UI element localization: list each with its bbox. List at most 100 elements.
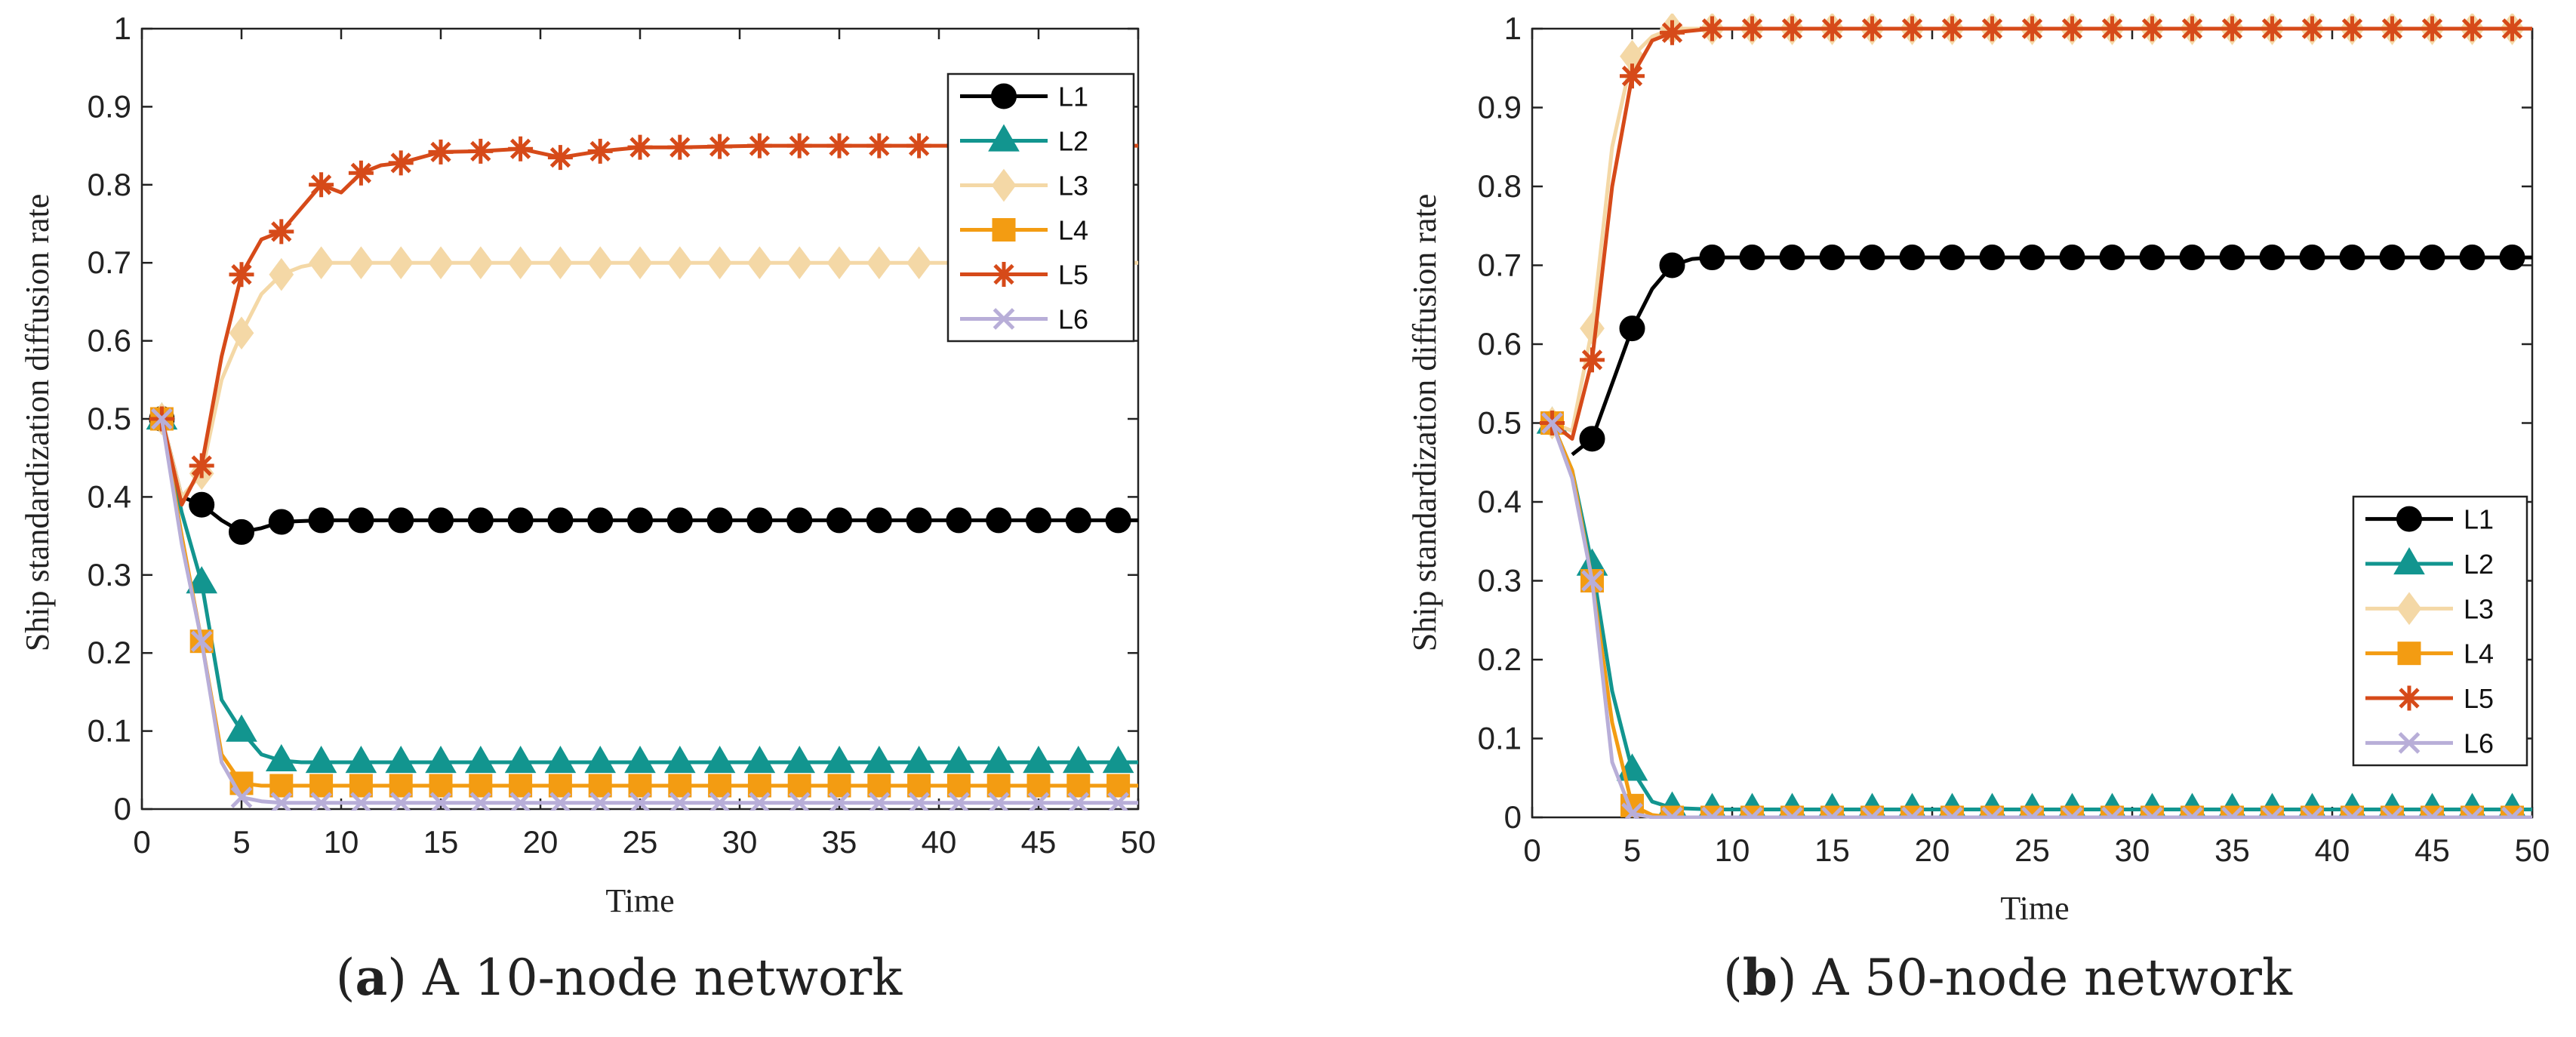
marker-L2-a-t39 <box>903 745 935 774</box>
marker-L6-b-t47 <box>2461 806 2483 819</box>
marker-L6-b-t31 <box>2141 806 2163 819</box>
marker-L6-b-t29 <box>2101 806 2123 819</box>
legend-marker-L5-b <box>2396 685 2422 711</box>
marker-L6-a-t5 <box>230 786 253 808</box>
marker-L5-b-t31 <box>2140 16 2165 42</box>
marker-L5-b-t7 <box>1660 20 1685 45</box>
marker-L1-a-t31 <box>746 507 773 534</box>
marker-L2-a-t47 <box>1062 745 1094 774</box>
x-tick-label-b-4: 20 <box>1915 832 1950 868</box>
marker-L6-a-t19 <box>509 792 531 811</box>
y-tick-label-a-4: 0.4 <box>88 478 131 514</box>
marker-L1-b-t49 <box>2499 245 2525 271</box>
marker-L6-b-t1 <box>1541 412 1563 434</box>
y-axis-title-a: Ship standardization diffusion rate <box>19 194 56 652</box>
y-tick-label-a-10: 1 <box>114 11 131 46</box>
marker-L2-a-t7 <box>265 743 297 772</box>
marker-L5-a-t5 <box>229 262 254 288</box>
marker-L1-a-t47 <box>1065 507 1091 534</box>
y-tick-label-a-9: 0.9 <box>88 88 131 124</box>
marker-L5-a-t21 <box>547 145 573 171</box>
marker-L5-b-t47 <box>2460 16 2485 42</box>
series-line-L2-a <box>159 418 1138 765</box>
marker-L6-a-t9 <box>310 792 332 811</box>
series-L1-a <box>149 406 1138 545</box>
marker-L1-a-t15 <box>428 507 454 534</box>
legend-label-L5-b: L5 <box>2464 683 2494 714</box>
x-axis-title-b: Time <box>2000 890 2069 927</box>
y-tick-label-b-6: 0.6 <box>1478 326 1522 362</box>
marker-L5-b-t17 <box>1860 16 1885 42</box>
legend-label-L4-a: L4 <box>1058 215 1088 246</box>
series-line-L6-b <box>1550 422 2532 819</box>
series-L5-a <box>149 133 1138 507</box>
marker-L2-a-t19 <box>504 745 537 774</box>
marker-L5-b-t33 <box>2180 16 2205 42</box>
marker-L6-b-t15 <box>1821 806 1843 819</box>
marker-L1-a-t19 <box>507 507 534 534</box>
x-tick-label-b-0: 0 <box>1523 832 1540 868</box>
marker-L6-a-t15 <box>429 792 452 811</box>
marker-L6-b-t21 <box>1941 806 1963 819</box>
marker-L1-b-t29 <box>2099 245 2125 271</box>
marker-L5-a-t37 <box>866 133 892 158</box>
marker-L2-a-t21 <box>544 745 577 774</box>
x-tick-label-b-10: 50 <box>2515 832 2550 868</box>
marker-L5-a-t13 <box>388 150 414 176</box>
marker-L2-a-t41 <box>943 745 975 774</box>
marker-L5-a-t35 <box>826 133 852 158</box>
x-tick-label-a-3: 15 <box>423 824 459 860</box>
y-tick-label-b-8: 0.8 <box>1478 168 1522 204</box>
marker-L5-a-t25 <box>627 134 653 160</box>
legend-label-L3-a: L3 <box>1058 171 1088 202</box>
marker-L1-a-t27 <box>666 507 693 534</box>
marker-L5-a-t11 <box>348 160 374 186</box>
marker-L1-a-t45 <box>1026 507 1051 534</box>
marker-L6-b-t37 <box>2261 806 2283 819</box>
legend-a: L1 L2 L3 L4 L5 L6 <box>946 72 1135 343</box>
marker-L5-a-t9 <box>309 172 334 198</box>
marker-L1-b-t43 <box>2379 245 2405 271</box>
marker-L5-a-t27 <box>667 134 693 160</box>
y-tick-label-b-1: 0.1 <box>1478 721 1522 756</box>
x-axis-title-a: Time <box>605 882 674 919</box>
legend-label-L5-a: L5 <box>1058 260 1088 291</box>
x-tick-label-a-7: 35 <box>822 824 857 860</box>
marker-L1-a-t33 <box>786 507 813 534</box>
marker-L6-a-t25 <box>629 792 651 811</box>
marker-L2-a-t27 <box>663 745 696 774</box>
marker-L6-a-t21 <box>549 792 571 811</box>
marker-L2-a-t25 <box>624 745 656 774</box>
legend-label-L2-b: L2 <box>2464 549 2494 580</box>
marker-L6-b-t39 <box>2301 806 2323 819</box>
series-line-L1-b <box>1571 255 2532 457</box>
marker-L3-a-t27 <box>667 246 693 280</box>
marker-L5-a-t7 <box>269 219 294 245</box>
marker-L1-b-t25 <box>2019 245 2045 271</box>
marker-L5-a-t23 <box>587 138 613 164</box>
legend-label-L3-b: L3 <box>2464 593 2494 624</box>
marker-L1-a-t7 <box>268 509 294 535</box>
legend-box-b <box>2352 495 2528 767</box>
marker-L2-a-t15 <box>425 745 457 774</box>
marker-L3-a-t7 <box>269 257 294 291</box>
marker-L2-a-t43 <box>983 745 1015 774</box>
marker-L5-b-t43 <box>2380 16 2405 42</box>
marker-L5-a-t39 <box>906 133 932 158</box>
y-tick-label-a-3: 0.3 <box>88 557 131 592</box>
marker-L2-a-t49 <box>1102 745 1134 774</box>
marker-L3-a-t19 <box>508 246 533 280</box>
marker-L1-b-t39 <box>2299 245 2325 271</box>
series-L3-b <box>1540 14 2532 440</box>
x-tick-label-b-3: 15 <box>1814 832 1850 868</box>
marker-L5-b-t29 <box>2100 16 2125 42</box>
legend-label-L4-b: L4 <box>2464 639 2494 669</box>
marker-L6-b-t3 <box>1581 570 1603 592</box>
legend-label-L6-a: L6 <box>1058 304 1088 335</box>
legend-marker-L4-a <box>992 218 1016 242</box>
marker-L1-b-t15 <box>1819 245 1845 271</box>
marker-L6-a-t33 <box>788 792 811 811</box>
marker-L1-a-t17 <box>467 507 494 534</box>
marker-L6-b-t41 <box>2341 806 2363 819</box>
